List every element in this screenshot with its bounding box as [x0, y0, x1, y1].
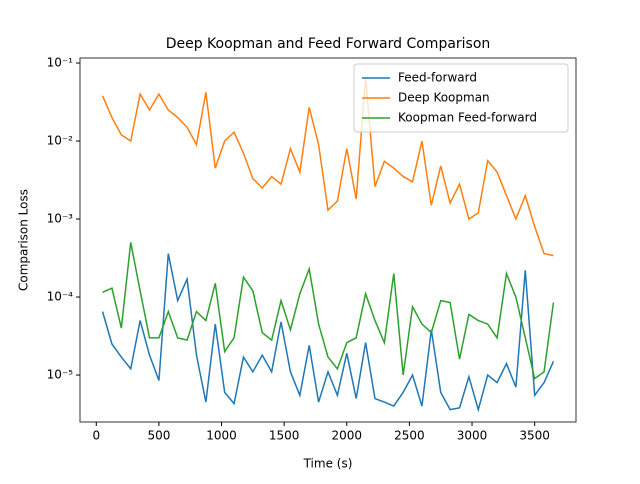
- plot-frame: [79, 57, 577, 423]
- y-axis-label: Comparison Loss: [17, 189, 31, 291]
- x-tick-label: 1500: [269, 429, 300, 443]
- y-tick-label: 10⁻¹: [47, 56, 74, 70]
- chart-title: Deep Koopman and Feed Forward Comparison: [166, 36, 491, 52]
- y-tick-label: 10⁻⁵: [47, 368, 74, 382]
- x-tick-label: 2500: [394, 429, 425, 443]
- series-line: [102, 242, 555, 380]
- x-tick-label: 0: [92, 429, 100, 443]
- x-tick-label: 1000: [206, 429, 237, 443]
- y-tick-label: 10⁻³: [47, 212, 74, 226]
- y-tick-label: 10⁻⁴: [47, 290, 74, 304]
- series-line: [101, 253, 555, 413]
- series-line: [101, 77, 554, 257]
- legend-label: Koopman Feed-forward: [398, 111, 537, 125]
- legend-label: Feed-forward: [398, 71, 477, 85]
- legend-box: [353, 63, 569, 133]
- x-tick-label: 500: [147, 429, 170, 443]
- x-tick-label: 3500: [519, 429, 550, 443]
- x-tick-label: 2000: [332, 429, 363, 443]
- y-tick-label: 10⁻²: [47, 134, 74, 148]
- x-tick-label: 3000: [457, 429, 488, 443]
- legend-label: Deep Koopman: [398, 91, 490, 105]
- x-axis-label: Time (s): [303, 457, 353, 471]
